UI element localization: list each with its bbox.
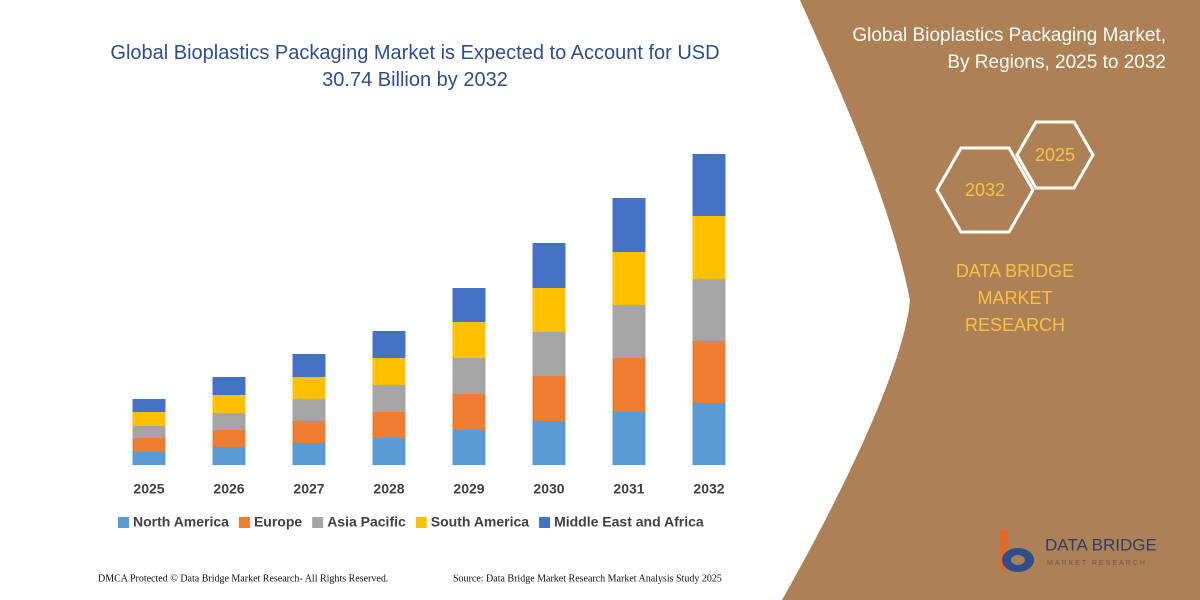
bar-segment [452,322,486,358]
bar-segment [532,421,566,465]
legend-swatch [415,517,427,528]
bar-segment [612,305,646,358]
logo-icon [1000,530,1034,572]
bar-segment [132,399,166,412]
x-tick-label: 2030 [533,481,564,497]
legend-swatch [118,517,129,528]
bar-segment [692,216,726,279]
bar-segment [532,243,566,288]
bar-segment [692,403,726,465]
logo-tagline: MARKET RESEARCH [1047,560,1147,567]
logo-name: DATA BRIDGE [1045,535,1157,554]
bar-segment [292,377,326,399]
bar-segment [132,452,166,465]
bar-segment [372,412,406,438]
chart-title: Global Bioplastics Packaging Market is E… [110,42,720,91]
bar-segment [372,331,406,358]
side-panel [782,0,1200,600]
bar-segment [212,430,246,447]
bar-segment [212,413,246,430]
bar-segment [292,421,326,443]
x-tick-label: 2032 [693,481,724,497]
legend-swatch [312,517,324,528]
bar-segment [612,198,646,252]
legend-label: Europe [254,514,302,530]
panel-title: Global Bioplastics Packaging Market, By … [852,25,1166,73]
bar-segment [372,358,406,385]
bar-segment [612,252,646,305]
x-tick-label: 2026 [213,481,244,497]
bar-segment [692,279,726,341]
bar-segment [532,376,566,421]
legend-label: Middle East and Africa [554,514,704,530]
bar-segment [132,438,166,452]
bar-segment [132,426,166,438]
bar-segment [372,385,406,412]
hexagon [1015,120,1095,190]
hexagon-label: 2025 [1035,145,1075,165]
x-tick-label: 2031 [613,481,644,497]
bar-segment [212,447,246,465]
bar-segment [452,288,486,322]
bar-segment [452,394,486,430]
brand: DATA BRIDGE MARKET RESEARCH [955,261,1075,335]
x-tick-label: 2028 [373,481,404,497]
legend-swatch [238,517,250,528]
footer-left: DMCA Protected © Data Bridge Market Rese… [98,573,388,584]
bar-segment [692,341,726,403]
bar-segment [292,354,326,377]
legend-label: North America [133,514,229,530]
bar-segment [452,430,486,465]
hexagon-label: 2032 [965,180,1005,200]
x-tick-label: 2027 [293,481,324,497]
bar-segment [292,443,326,465]
bar-segment [452,358,486,394]
bar-segment [212,395,246,413]
legend-swatch [539,517,551,528]
hexagon [935,146,1035,234]
x-tick-label: 2025 [133,481,164,497]
legend-label: South America [431,514,529,530]
footer-right: Source: Data Bridge Market Research Mark… [453,573,722,584]
bar-segment [532,332,566,376]
bar-segment [532,288,566,332]
bar-segment [212,377,246,395]
bar-segment [612,412,646,465]
bar-segment [292,399,326,421]
bar-segment [372,438,406,465]
x-tick-label: 2029 [453,481,484,497]
legend-label: Asia Pacific [327,514,406,530]
bar-segment [612,358,646,412]
bar-segment [132,412,166,426]
bar-segment [692,154,726,216]
